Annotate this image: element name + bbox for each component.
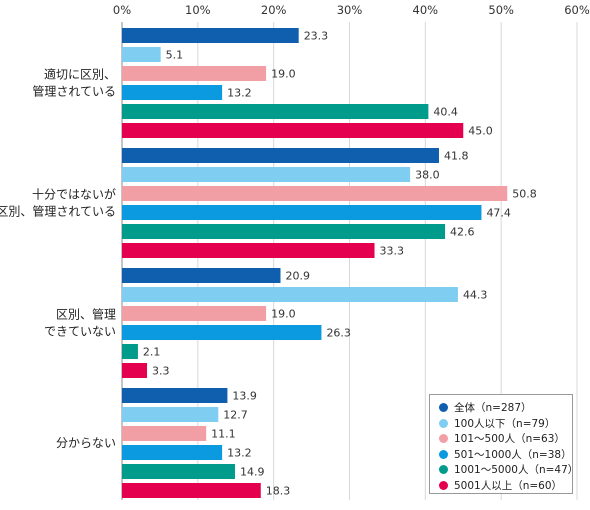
bar-value-label: 13.2	[227, 87, 252, 100]
bar	[122, 85, 223, 100]
bar-value-label: 45.0	[468, 125, 493, 138]
category-label-line: 分からない	[56, 436, 116, 450]
bar-value-label: 12.7	[223, 409, 248, 422]
x-tick-label: 60%	[564, 3, 590, 17]
x-tick-label: 0%	[113, 3, 131, 17]
bar	[122, 268, 281, 283]
category-label: 十分ではないが区別、管理されている	[0, 187, 116, 219]
legend-swatch	[439, 449, 448, 459]
bar	[122, 287, 458, 302]
category-label: 適切に区別、管理されている	[32, 67, 116, 99]
legend-swatch	[439, 403, 448, 413]
bar	[122, 388, 228, 403]
category-label: 分からない	[56, 436, 116, 450]
bar-value-label: 41.8	[444, 150, 469, 163]
bar-value-label: 38.0	[415, 169, 440, 182]
bar-value-label: 18.3	[266, 485, 291, 498]
bar	[122, 483, 261, 498]
legend-swatch	[439, 434, 448, 444]
bar-value-label: 23.3	[304, 30, 329, 43]
category-label-line: 区別、管理	[56, 307, 116, 322]
bar	[122, 344, 138, 359]
bar	[122, 104, 429, 119]
bar-value-label: 40.4	[433, 106, 458, 119]
legend-label: 1001～5000人（n=47）	[454, 464, 579, 477]
bar-value-label: 13.2	[227, 447, 252, 460]
category-label-line: 適切に区別、	[44, 67, 116, 82]
bar-value-label: 26.3	[326, 327, 351, 340]
bar	[122, 363, 148, 378]
bar	[122, 47, 161, 62]
bar-value-label: 47.4	[486, 207, 511, 220]
bar	[122, 243, 375, 258]
x-tick-label: 40%	[413, 3, 439, 17]
legend-swatch	[439, 418, 448, 428]
bar-value-label: 5.1	[166, 49, 184, 62]
legend-label: 全体（n=287）	[454, 402, 532, 415]
bar	[122, 306, 267, 321]
bar-value-label: 19.0	[271, 308, 296, 321]
legend-label: 100人以下（n=79）	[454, 417, 556, 430]
bar	[122, 426, 207, 441]
x-tick-label: 20%	[261, 3, 287, 17]
category-label-line: 区別、管理されている	[0, 204, 116, 219]
legend-item: 全体（n=287）	[439, 400, 572, 416]
bar	[122, 224, 446, 239]
bar	[122, 445, 223, 460]
bar-value-label: 33.3	[380, 245, 405, 258]
category-label-line: 十分ではないが	[32, 187, 116, 202]
category-label: 区別、管理できていない	[44, 307, 116, 339]
category-label-line: できていない	[44, 325, 116, 339]
legend-label: 101～500人（n=63）	[454, 433, 565, 446]
legend-item: 1001～5000人（n=47）	[439, 462, 578, 478]
bar-value-label: 20.9	[285, 270, 310, 283]
bar-value-label: 3.3	[152, 365, 170, 378]
x-tick-label: 10%	[185, 3, 211, 17]
bar-value-label: 14.9	[240, 466, 265, 479]
legend-item: 5001人以上（n=60）	[439, 478, 572, 494]
bar	[122, 123, 464, 138]
bar-value-label: 2.1	[143, 346, 161, 359]
bar	[122, 205, 482, 220]
legend: 全体（n=287） 100人以下（n=79） 101～500人（n=63） 501～1…	[429, 394, 578, 494]
x-tick-label: 30%	[337, 3, 363, 17]
legend-label: 501～1000人（n=38）	[454, 448, 572, 461]
legend-item: 501～1000人（n=38）	[439, 447, 572, 463]
legend-label: 5001人以上（n=60）	[454, 479, 563, 492]
legend-item: 100人以下（n=79）	[439, 416, 572, 432]
bar-value-label: 11.1	[211, 428, 236, 441]
legend-swatch	[439, 465, 448, 475]
bar	[122, 148, 439, 163]
bar	[122, 167, 411, 182]
bar	[122, 66, 267, 81]
bar-value-label: 50.8	[512, 188, 537, 201]
bar-value-label: 19.0	[271, 68, 296, 81]
bar-value-label: 13.9	[232, 390, 256, 403]
legend-swatch	[439, 480, 448, 490]
bar	[122, 28, 299, 43]
legend-item: 101～500人（n=63）	[439, 431, 572, 447]
bar-value-label: 42.6	[450, 226, 475, 239]
bar-value-label: 44.3	[463, 289, 488, 302]
x-tick-label: 50%	[488, 3, 514, 17]
category-label-line: 管理されている	[32, 84, 116, 99]
bar	[122, 186, 508, 201]
bar	[122, 325, 322, 340]
bar	[122, 407, 219, 422]
bar	[122, 464, 235, 479]
